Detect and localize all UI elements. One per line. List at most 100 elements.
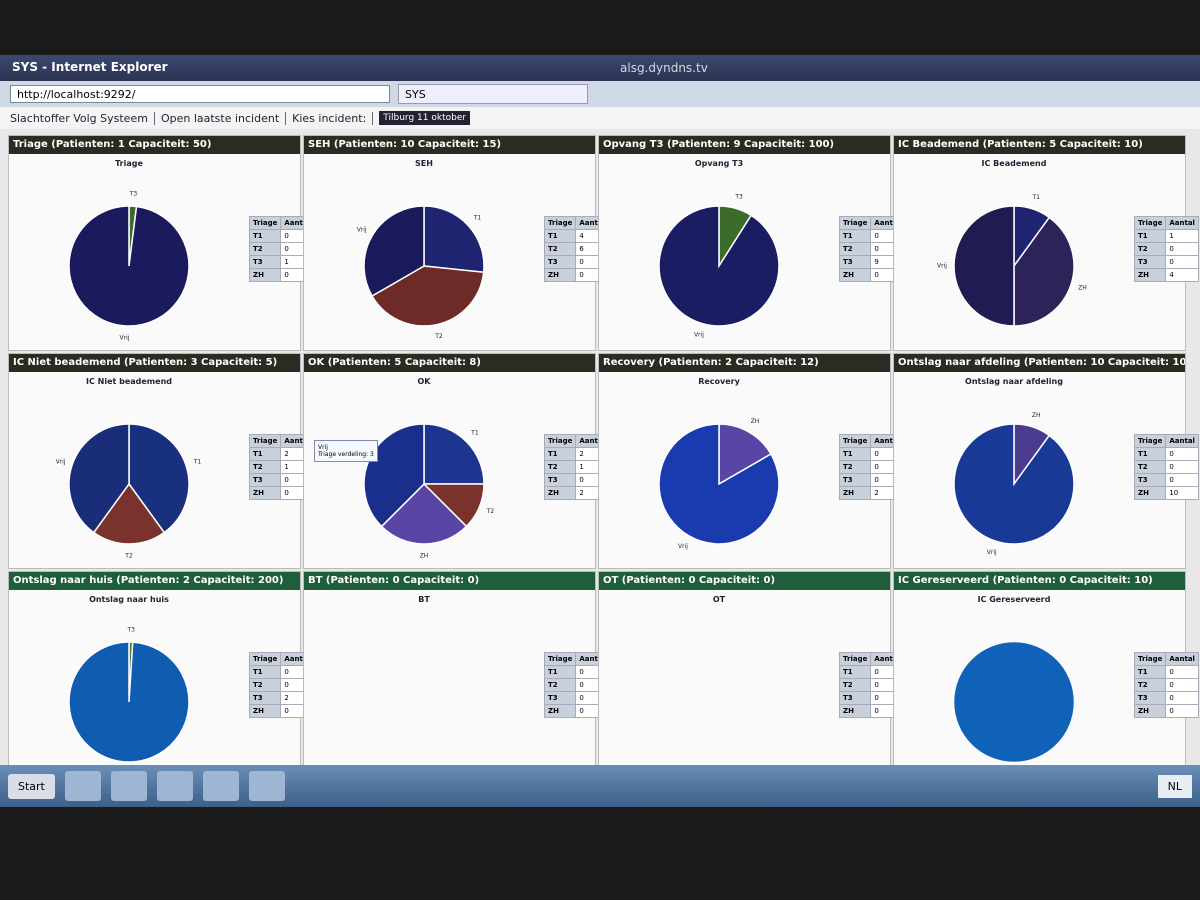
taskbar-icon[interactable]: [156, 771, 193, 801]
slice-label: Vrij: [120, 334, 130, 341]
table-row: T2 0: [1133, 242, 1199, 256]
table-header-row: Triage Aantal: [248, 652, 314, 666]
slice-label: T1: [473, 214, 482, 221]
pie-slice: [128, 423, 190, 534]
language-indicator[interactable]: NL: [1157, 774, 1192, 798]
start-button[interactable]: Start: [8, 773, 55, 799]
panel: SEH (Patienten: 10 Capaciteit: 15) SEH T1 T…: [303, 135, 609, 351]
nav-bar: Slachtoffer Volg Systeem Open laatste in…: [0, 107, 1200, 129]
nav-link[interactable]: Open laatste incident: [161, 111, 287, 125]
table-cell: 0: [1165, 691, 1199, 705]
table-cell: 0: [1165, 473, 1199, 487]
table-cell: T3: [838, 691, 872, 705]
panel-title: Ontslag naar huis (Patienten: 2 Capacite…: [9, 572, 300, 590]
incident-select[interactable]: Tilburg 11 oktober: [379, 111, 471, 125]
table-row: T2 0: [1133, 460, 1199, 474]
panel: Ontslag naar afdeling (Patienten: 10 Cap…: [893, 353, 1199, 569]
slice-label: Vrij: [937, 263, 947, 270]
screen: SYS - Internet Explorer alsg.dyndns.tv h…: [0, 55, 1200, 807]
chart-title: IC Beademend: [982, 159, 1047, 168]
table-cell: ZH: [543, 486, 577, 500]
triage-table: Triage Aantal T1 0 T2 0 T3 0 ZH 0: [838, 652, 904, 718]
slice-label: ZH: [420, 553, 429, 560]
pie-chart: OT: [713, 595, 726, 604]
taskbar-icon[interactable]: [202, 771, 239, 801]
table-cell: ZH: [838, 268, 872, 282]
table-row: T1 0: [1133, 665, 1199, 679]
chart-title: Ontslag naar huis: [89, 595, 169, 604]
table-cell: T2: [248, 460, 282, 474]
chart-title: IC Gereserveerd: [978, 595, 1051, 604]
pie-slice: [953, 641, 1075, 763]
table-row: T3 0: [1133, 691, 1199, 705]
table-cell: T1: [838, 665, 872, 679]
pie-chart: Opvang T3 T3 Vrij: [658, 159, 780, 339]
table-cell: T1: [543, 229, 577, 243]
nav-link[interactable]: Kies incident:: [292, 111, 374, 125]
table-cell: T2: [248, 678, 282, 692]
slice-label: Vrij: [56, 458, 66, 465]
table-cell: T3: [1133, 255, 1167, 269]
table-cell: ZH: [248, 486, 282, 500]
panel-title: BT (Patienten: 0 Capaciteit: 0): [304, 572, 595, 590]
address-field[interactable]: http://localhost:9292/: [10, 85, 390, 103]
table-cell: T2: [838, 460, 872, 474]
pie-slice: [423, 205, 485, 274]
slice-label: T2: [124, 553, 133, 560]
browser-tab[interactable]: SYS: [398, 84, 588, 104]
table-cell: T3: [1133, 691, 1167, 705]
panel-title: OT (Patienten: 0 Capaciteit: 0): [599, 572, 890, 590]
slice-label: T1: [193, 458, 202, 465]
panel: Ontslag naar huis (Patienten: 2 Capacite…: [8, 571, 314, 787]
chart-title: OK: [418, 377, 432, 386]
table-row: ZH 0: [1133, 704, 1199, 718]
taskbar-icon[interactable]: [64, 771, 101, 801]
table-cell: ZH: [1133, 486, 1167, 500]
triage-table: Triage Aantal T1 0 T2 0 T3 0 ZH 0: [1133, 652, 1199, 718]
table-cell: T3: [248, 255, 282, 269]
table-header: Triage: [1133, 652, 1167, 666]
table-cell: ZH: [1133, 268, 1167, 282]
pie-chart: Recovery ZH Vrij: [658, 377, 780, 550]
pie-chart: SEH T1 T2 Vrij: [357, 159, 485, 340]
taskbar-icon[interactable]: [110, 771, 147, 801]
table-cell: 0: [1165, 447, 1199, 461]
pie-chart: Triage T3 Vrij: [68, 159, 190, 341]
slice-label: T3: [129, 191, 138, 198]
table-cell: T1: [248, 665, 282, 679]
pie-chart: IC Niet beademend T1 T2 Vrij: [56, 377, 202, 560]
pie-slice: [68, 423, 130, 534]
table-header: Triage: [838, 434, 872, 448]
table-cell: T1: [838, 229, 872, 243]
table-cell: 0: [1165, 460, 1199, 474]
table-row: T1 0: [1133, 447, 1199, 461]
slice-label: T1: [1032, 194, 1041, 201]
table-header: Aantal: [1165, 434, 1199, 448]
slice-label: Vrij: [694, 332, 704, 339]
table-cell: ZH: [248, 704, 282, 718]
chart-title: BT: [418, 595, 430, 604]
table-cell: 4: [1165, 268, 1199, 282]
tooltip: Vrij Triage verdeling: 3: [314, 440, 378, 462]
table-row: ZH 10: [1133, 486, 1199, 500]
taskbar-icon[interactable]: [248, 771, 285, 801]
chart-title: Triage: [115, 159, 143, 168]
panel-title: IC Beademend (Patienten: 5 Capaciteit: 1…: [894, 136, 1185, 154]
table-cell: ZH: [838, 704, 872, 718]
panel-title: IC Gereserveerd (Patienten: 0 Capaciteit…: [894, 572, 1185, 590]
table-cell: T1: [543, 447, 577, 461]
panel: IC Beademend (Patienten: 5 Capaciteit: 1…: [893, 135, 1199, 351]
table-cell: 0: [1165, 255, 1199, 269]
panel: Triage (Patienten: 1 Capaciteit: 50) Tria…: [8, 135, 314, 351]
table-row: ZH 0: [838, 268, 904, 282]
pie-slice: [953, 205, 1015, 327]
pie-chart: Ontslag naar afdeling ZH Vrij: [953, 377, 1075, 556]
slice-label: T3: [127, 627, 136, 634]
pie-slice: [92, 482, 166, 545]
table-cell: T3: [248, 691, 282, 705]
window-title-bar: SYS - Internet Explorer alsg.dyndns.tv: [0, 55, 1200, 81]
table-cell: T3: [543, 255, 577, 269]
brand[interactable]: Slachtoffer Volg Systeem: [10, 111, 155, 125]
pie-slice: [68, 641, 190, 763]
